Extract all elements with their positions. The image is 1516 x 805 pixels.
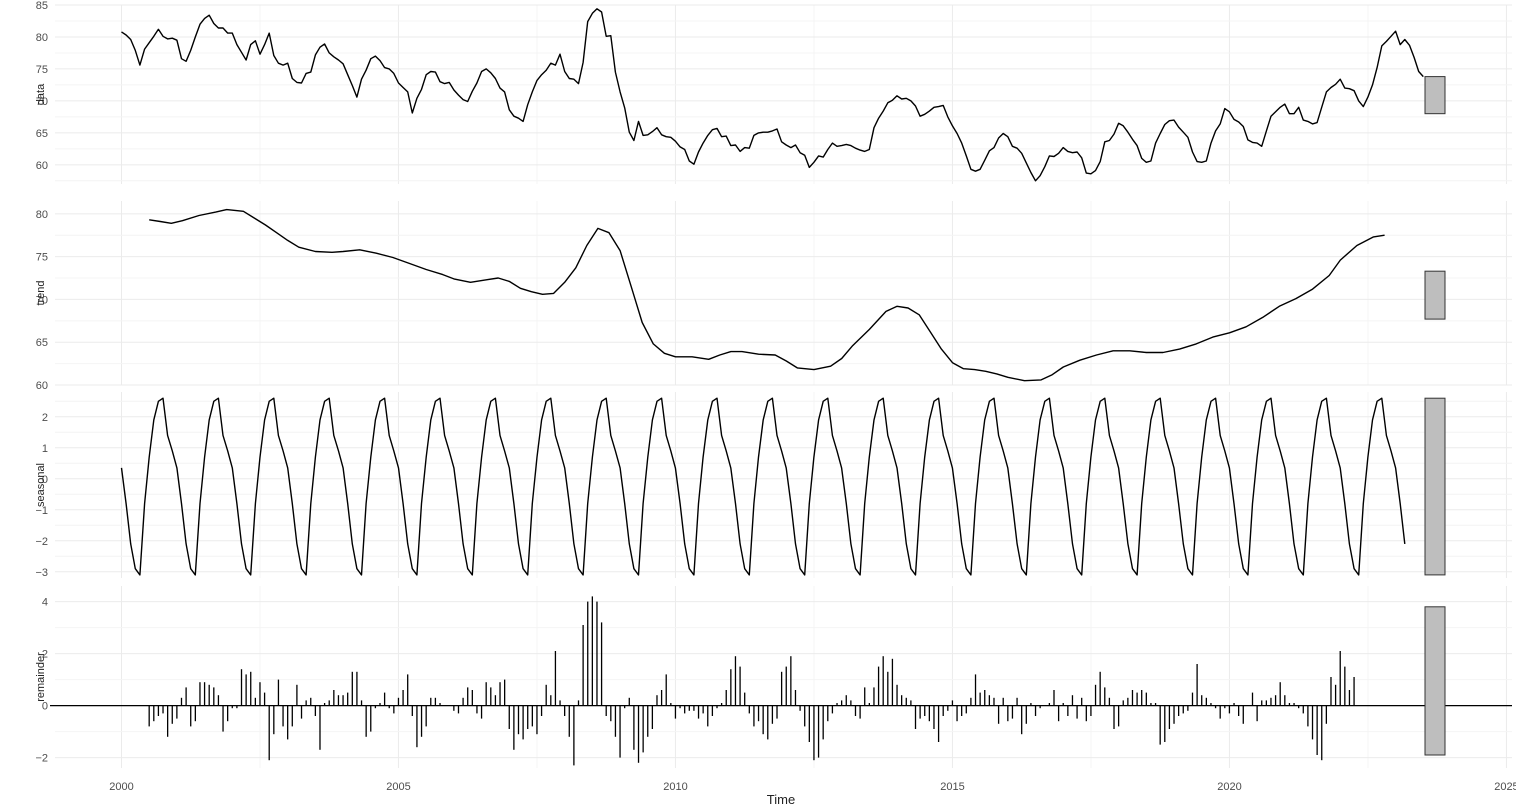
y-tick-label: 2: [42, 649, 48, 661]
y-tick-label: 75: [36, 64, 48, 76]
y-tick-label: 80: [36, 32, 48, 44]
x-axis-title: Time: [767, 792, 795, 805]
y-tick-label: 65: [36, 128, 48, 140]
x-tick-label: 2000: [109, 781, 133, 793]
y-tick-label: 70: [36, 294, 48, 306]
y-tick-label: 60: [36, 160, 48, 172]
y-tick-label: 0: [42, 701, 48, 713]
series-line-data: [121, 8, 1424, 182]
range-bar-trend: [1424, 270, 1446, 320]
y-tick-label: 2: [42, 412, 48, 424]
panel-y-label-remainder: remainder: [35, 652, 47, 702]
y-tick-label: −3: [35, 567, 48, 579]
x-tick-label: 2010: [663, 781, 687, 793]
series-line-trend: [149, 208, 1385, 382]
x-tick-label: 2020: [1217, 781, 1241, 793]
y-tick-label: 0: [42, 474, 48, 486]
x-tick-label: 2015: [940, 781, 964, 793]
grid-layer: [55, 4, 1512, 768]
labels-layer: 60 65 70 75 80 85 data 60 65 70 75 80 trend −3 −2 −1 0 1 2…: [35, 0, 1516, 793]
y-tick-label: −2: [35, 536, 48, 548]
marks-layer: [50, 8, 1512, 766]
x-tick-label: 2005: [386, 781, 410, 793]
y-tick-label: 75: [36, 252, 48, 264]
panel-y-label-seasonal: seasonal: [35, 463, 47, 507]
series-line-seasonal: [120, 397, 1406, 576]
y-tick-label: 80: [36, 209, 48, 221]
range-bar-seasonal: [1424, 397, 1446, 576]
y-tick-label: 1: [42, 443, 48, 455]
y-tick-label: 70: [36, 96, 48, 108]
x-tick-label: 2025: [1494, 781, 1516, 793]
y-tick-label: −2: [35, 753, 48, 765]
y-tick-label: 65: [36, 337, 48, 349]
range-bar-remainder: [1424, 606, 1446, 756]
y-tick-label: 4: [42, 597, 48, 609]
panel-y-label-data: data: [35, 83, 47, 105]
range-bar-data: [1424, 76, 1446, 115]
y-tick-label: 85: [36, 0, 48, 12]
panel-y-label-trend: trend: [35, 280, 47, 305]
y-tick-label: −1: [35, 505, 48, 517]
y-tick-label: 60: [36, 380, 48, 392]
